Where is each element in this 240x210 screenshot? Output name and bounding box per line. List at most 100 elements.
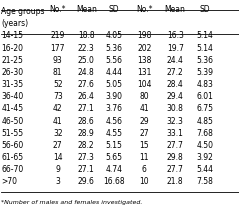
Text: 14: 14	[53, 153, 63, 162]
Text: 27: 27	[139, 129, 149, 138]
Text: *Number of males and females investigated.: *Number of males and females investigate…	[1, 201, 143, 205]
Text: 16-20: 16-20	[1, 44, 23, 53]
Text: 27.2: 27.2	[167, 68, 184, 77]
Text: 104: 104	[137, 80, 152, 89]
Text: 5.44: 5.44	[196, 165, 213, 174]
Text: 15: 15	[139, 141, 149, 150]
Text: 21-25: 21-25	[1, 56, 23, 65]
Text: No.*: No.*	[49, 5, 66, 14]
Text: 32: 32	[53, 129, 63, 138]
Text: 177: 177	[50, 44, 65, 53]
Text: 4.56: 4.56	[106, 117, 123, 126]
Text: 5.36: 5.36	[196, 56, 213, 65]
Text: 6: 6	[142, 165, 147, 174]
Text: 5.39: 5.39	[196, 68, 213, 77]
Text: 26.4: 26.4	[78, 92, 95, 101]
Text: Mean: Mean	[76, 5, 97, 14]
Text: 21.8: 21.8	[167, 177, 183, 186]
Text: 3.76: 3.76	[106, 104, 123, 113]
Text: 4.44: 4.44	[106, 68, 123, 77]
Text: 28.4: 28.4	[167, 80, 184, 89]
Text: SD: SD	[109, 5, 119, 14]
Text: 3.90: 3.90	[106, 92, 123, 101]
Text: 18.8: 18.8	[78, 32, 95, 41]
Text: 51-55: 51-55	[1, 129, 24, 138]
Text: 41: 41	[53, 117, 63, 126]
Text: 24.8: 24.8	[78, 68, 95, 77]
Text: 5.15: 5.15	[106, 141, 122, 150]
Text: 30.8: 30.8	[167, 104, 184, 113]
Text: 5.05: 5.05	[106, 80, 123, 89]
Text: 202: 202	[137, 44, 151, 53]
Text: 6.75: 6.75	[196, 104, 213, 113]
Text: 14-15: 14-15	[1, 32, 23, 41]
Text: 29.8: 29.8	[167, 153, 184, 162]
Text: 27: 27	[53, 141, 63, 150]
Text: 27.6: 27.6	[78, 80, 95, 89]
Text: 16.3: 16.3	[167, 32, 184, 41]
Text: 4.85: 4.85	[196, 117, 213, 126]
Text: 52: 52	[53, 80, 63, 89]
Text: 198: 198	[137, 32, 151, 41]
Text: 9: 9	[55, 165, 60, 174]
Text: 26-30: 26-30	[1, 68, 24, 77]
Text: 4.74: 4.74	[106, 165, 123, 174]
Text: 80: 80	[139, 92, 149, 101]
Text: 93: 93	[53, 56, 63, 65]
Text: 81: 81	[53, 68, 62, 77]
Text: 36-40: 36-40	[1, 92, 24, 101]
Text: 61-65: 61-65	[1, 153, 24, 162]
Text: 6.01: 6.01	[196, 92, 213, 101]
Text: 28.2: 28.2	[78, 141, 95, 150]
Text: 5.56: 5.56	[106, 56, 123, 65]
Text: 11: 11	[140, 153, 149, 162]
Text: 131: 131	[137, 68, 151, 77]
Text: 27.7: 27.7	[167, 141, 184, 150]
Text: 41-45: 41-45	[1, 104, 24, 113]
Text: 5.65: 5.65	[106, 153, 123, 162]
Text: 4.05: 4.05	[106, 32, 123, 41]
Text: 29: 29	[139, 117, 149, 126]
Text: 32.3: 32.3	[167, 117, 184, 126]
Text: 66-70: 66-70	[1, 165, 24, 174]
Text: Age groups: Age groups	[1, 7, 45, 16]
Text: 3: 3	[55, 177, 60, 186]
Text: 219: 219	[51, 32, 65, 41]
Text: 56-60: 56-60	[1, 141, 24, 150]
Text: SD: SD	[199, 5, 210, 14]
Text: 28.9: 28.9	[78, 129, 95, 138]
Text: 7.68: 7.68	[196, 129, 213, 138]
Text: 3.92: 3.92	[196, 153, 213, 162]
Text: 22.3: 22.3	[78, 44, 95, 53]
Text: 16.68: 16.68	[103, 177, 125, 186]
Text: 25.0: 25.0	[78, 56, 95, 65]
Text: No.*: No.*	[136, 5, 153, 14]
Text: 10: 10	[139, 177, 149, 186]
Text: 33.1: 33.1	[167, 129, 184, 138]
Text: 41: 41	[139, 104, 149, 113]
Text: 5.36: 5.36	[106, 44, 123, 53]
Text: Mean: Mean	[165, 5, 186, 14]
Text: 4.55: 4.55	[106, 129, 123, 138]
Text: 73: 73	[53, 92, 63, 101]
Text: 24.4: 24.4	[167, 56, 184, 65]
Text: 28.6: 28.6	[78, 117, 95, 126]
Text: 27.1: 27.1	[78, 165, 95, 174]
Text: 42: 42	[53, 104, 63, 113]
Text: 27.7: 27.7	[167, 165, 184, 174]
Text: 19.7: 19.7	[167, 44, 184, 53]
Text: 5.14: 5.14	[196, 32, 213, 41]
Text: 31-35: 31-35	[1, 80, 24, 89]
Text: 29.4: 29.4	[167, 92, 184, 101]
Text: >70: >70	[1, 177, 17, 186]
Text: 27.1: 27.1	[78, 104, 95, 113]
Text: 138: 138	[137, 56, 151, 65]
Text: 27.3: 27.3	[78, 153, 95, 162]
Text: 4.50: 4.50	[196, 141, 213, 150]
Text: 46-50: 46-50	[1, 117, 24, 126]
Text: 7.58: 7.58	[196, 177, 213, 186]
Text: 4.83: 4.83	[196, 80, 213, 89]
Text: (years): (years)	[1, 19, 29, 28]
Text: 5.14: 5.14	[196, 44, 213, 53]
Text: 29.6: 29.6	[78, 177, 95, 186]
